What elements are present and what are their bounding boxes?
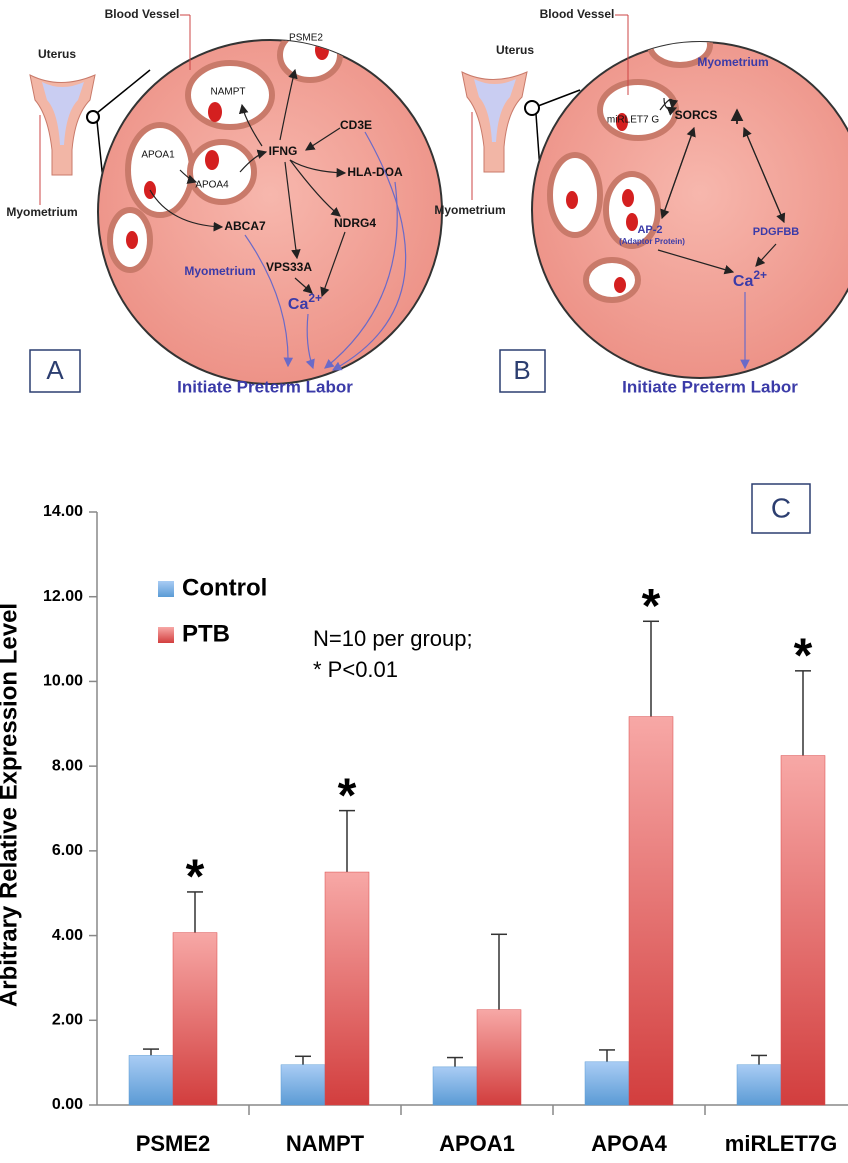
legend-swatch [158,627,174,643]
label: Blood Vessel [105,7,180,21]
label: Uterus [496,43,534,57]
zoom-marker [525,101,539,115]
figure: Blood Vessel Uterus Myometrium NAMPT PSM… [0,0,848,1163]
bar [129,1055,173,1105]
label: Myometrium [434,203,505,217]
bar [737,1065,781,1105]
y-tick-label: 12.00 [43,588,83,605]
gene: APOA1 [141,150,175,161]
outcome: Initiate Preterm Labor [177,377,353,396]
legend-swatch [158,581,174,597]
gene: IFNG [269,144,298,158]
y-axis-label: Arbitrary Relative Expression Level [0,603,22,1007]
bar [629,717,673,1105]
y-tick-label: 2.00 [52,1012,83,1029]
y-tick-label: 14.00 [43,503,83,520]
y-tick-label: 10.00 [43,673,83,690]
y-tick-label: 4.00 [52,927,83,944]
bar [173,933,217,1105]
label: Myometrium [697,55,768,69]
significance-marker: * [338,769,357,822]
gene: miRLET7 G [607,115,659,126]
gene: APOA4 [195,180,229,191]
y-tick-label: 0.00 [52,1096,83,1113]
gene: PSME2 [289,33,323,44]
significance-marker: * [794,630,813,683]
panel-a: Blood Vessel Uterus Myometrium NAMPT PSM… [6,7,442,396]
legend-label: PTB [182,620,230,647]
gene: CD3E [340,118,372,132]
legend-label: Control [182,574,267,601]
gene: HLA-DOA [347,165,403,179]
gene: PDGFBB [753,226,800,238]
annotation: * P<0.01 [313,657,398,682]
ion-charge: 2+ [308,291,322,305]
ion: Ca [288,296,309,313]
gene: SORCS [675,108,718,122]
panel-b: Blood Vessel Uterus Myometrium Myometriu… [434,7,848,396]
bar [325,872,369,1105]
bar [281,1065,325,1105]
bar [585,1062,629,1105]
outcome: Initiate Preterm Labor [622,377,798,396]
gene: NAMPT [211,87,246,98]
gene: ABCA7 [224,219,266,233]
panel-label: B [513,355,530,385]
significance-marker: * [186,851,205,904]
x-tick-label: NAMPT [286,1131,365,1156]
gene-note: (Adaptor Protein) [619,237,685,246]
panel-label: A [46,355,64,385]
panel-label: C [771,492,791,523]
gene: VPS33A [266,260,312,274]
ion: Ca [733,273,754,290]
bar [433,1067,477,1105]
x-tick-label: miRLET7G [725,1131,837,1156]
label: Uterus [38,47,76,61]
bar-chart: C Arbitrary Relative Expression Level N=… [0,484,848,1156]
label: Blood Vessel [540,7,615,21]
significance-marker: * [642,580,661,633]
bar [781,756,825,1105]
label: Myometrium [184,264,255,278]
annotation: N=10 per group; [313,626,473,651]
label: Myometrium [6,205,77,219]
x-tick-label: APOA1 [439,1131,515,1156]
y-tick-label: 8.00 [52,757,83,774]
y-tick-label: 6.00 [52,842,83,859]
x-tick-label: PSME2 [136,1131,211,1156]
bar [477,1010,521,1105]
gene: AP-2 [637,224,662,236]
gene: NDRG4 [334,216,376,230]
x-tick-label: APOA4 [591,1131,668,1156]
ion-charge: 2+ [753,268,767,282]
